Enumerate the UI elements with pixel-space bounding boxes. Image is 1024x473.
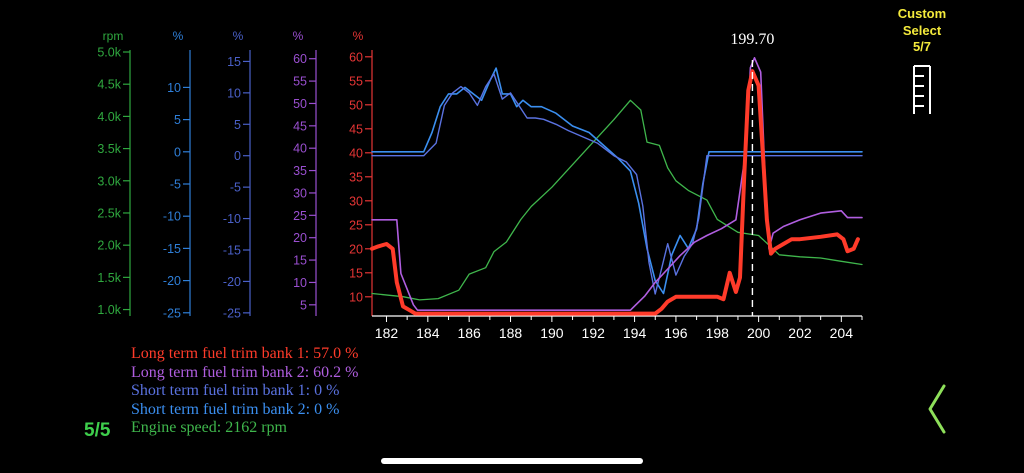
y-tick-label-3-11: 5: [300, 298, 307, 312]
y-tick-label-1-6: -20: [163, 274, 181, 288]
y-tick-label-0-6: 2.0k: [97, 239, 121, 253]
cursor-label: 199.70: [730, 31, 774, 48]
x-tick-label-9: 200: [747, 325, 771, 341]
x-tick-label-6: 194: [623, 325, 647, 341]
y-tick-label-0-5: 2.5k: [97, 206, 121, 220]
legend-item-ltft-bank1: Long term fuel trim bank 1: 57.0 %: [131, 345, 359, 362]
y-axis-unit-3: %: [293, 29, 304, 43]
y-tick-label-0-4: 3.0k: [97, 174, 121, 188]
y-tick-label-1-7: -25: [163, 306, 181, 320]
custom-select-count: 5/7: [912, 39, 932, 54]
x-tick-label-1: 184: [416, 325, 440, 341]
y-tick-label-1-0: 10: [167, 81, 181, 95]
series-line-4: [371, 99, 863, 301]
series-line-0: [370, 69, 860, 316]
y-tick-label-3-9: 15: [293, 254, 307, 268]
x-tick-label-8: 198: [706, 325, 730, 341]
home-indicator: [381, 458, 643, 464]
y-tick-label-0-1: 4.5k: [97, 78, 121, 92]
y-tick-label-1-1: 5: [174, 113, 181, 127]
y-axis-unit-4: %: [353, 29, 364, 43]
y-tick-label-1-5: -15: [163, 242, 181, 256]
y-tick-label-4-0: 60: [349, 50, 363, 64]
y-tick-label-0-7: 1.5k: [97, 271, 121, 285]
y-tick-label-2-7: -20: [223, 275, 241, 289]
series-line-3: [371, 67, 863, 295]
y-tick-label-2-3: 0: [234, 149, 241, 163]
series-line-1: [371, 56, 863, 312]
y-tick-label-4-3: 45: [349, 122, 363, 136]
y-tick-label-4-8: 20: [349, 242, 363, 256]
series-line-2: [371, 73, 863, 295]
y-tick-label-4-2: 50: [349, 98, 363, 112]
y-tick-label-3-0: 60: [293, 52, 307, 66]
legend-item-ltft-bank2: Long term fuel trim bank 2: 60.2 %: [131, 363, 359, 381]
y-tick-label-4-6: 30: [349, 194, 363, 208]
y-tick-label-3-3: 45: [293, 119, 307, 133]
y-tick-label-2-2: 5: [234, 118, 241, 132]
y-tick-label-0-8: 1.0k: [97, 303, 121, 317]
x-tick-label-3: 188: [499, 325, 523, 341]
custom-select-label-2: Select: [902, 22, 942, 38]
y-tick-label-3-6: 30: [293, 186, 307, 200]
y-tick-label-1-2: 0: [174, 145, 181, 159]
y-tick-label-2-1: 10: [227, 86, 241, 100]
y-tick-label-3-7: 25: [293, 209, 307, 223]
y-tick-label-3-10: 10: [293, 276, 307, 290]
y-tick-label-0-2: 4.0k: [97, 110, 121, 124]
y-tick-label-3-1: 55: [293, 75, 307, 89]
y-tick-label-4-10: 10: [349, 290, 363, 304]
y-tick-label-3-2: 50: [293, 97, 307, 111]
y-axis-unit-2: %: [233, 29, 244, 43]
y-tick-label-2-6: -15: [223, 244, 241, 258]
y-tick-label-2-8: -25: [223, 306, 241, 320]
legend: Long term fuel trim bank 1: 57.0 % Long …: [131, 345, 359, 438]
page-indicator: 5/5: [84, 420, 111, 441]
y-tick-label-2-5: -10: [223, 212, 241, 226]
legend-item-stft-bank2: Short term fuel trim bank 2: 0 %: [131, 400, 340, 418]
x-tick-label-5: 192: [582, 325, 606, 341]
x-tick-label-11: 204: [830, 325, 854, 341]
x-tick-label-4: 190: [540, 325, 564, 341]
y-tick-label-1-3: -5: [170, 178, 181, 192]
y-tick-label-0-0: 5.0k: [97, 46, 121, 60]
chevron-left-icon[interactable]: [924, 383, 950, 435]
y-tick-label-4-5: 35: [349, 170, 363, 184]
x-tick-label-7: 196: [664, 325, 688, 341]
y-tick-label-4-4: 40: [349, 146, 363, 160]
y-tick-label-4-7: 25: [349, 218, 363, 232]
x-tick-label-2: 186: [457, 325, 481, 341]
custom-select-button[interactable]: Custom Select 5/7: [872, 6, 972, 56]
y-tick-label-3-8: 20: [293, 231, 307, 245]
y-tick-label-3-4: 40: [293, 142, 307, 156]
custom-select-label-1: Custom: [897, 6, 947, 21]
x-tick-label-0: 182: [375, 325, 399, 341]
y-axis-unit-0: rpm: [103, 29, 124, 43]
ruler-icon[interactable]: [912, 64, 932, 116]
y-tick-label-4-1: 55: [349, 74, 363, 88]
y-tick-label-3-5: 35: [293, 164, 307, 178]
y-tick-label-2-0: 15: [227, 55, 241, 69]
y-tick-label-1-4: -10: [163, 210, 181, 224]
legend-item-stft-bank1: Short term fuel trim bank 1: 0 %: [131, 382, 340, 399]
x-tick-label-10: 202: [788, 325, 812, 341]
legend-item-engine-speed: Engine speed: 2162 rpm: [131, 419, 287, 436]
y-tick-label-4-9: 15: [349, 266, 363, 280]
y-tick-label-2-4: -5: [230, 181, 241, 195]
y-tick-label-0-3: 3.5k: [97, 142, 121, 156]
y-axis-unit-1: %: [173, 29, 184, 43]
